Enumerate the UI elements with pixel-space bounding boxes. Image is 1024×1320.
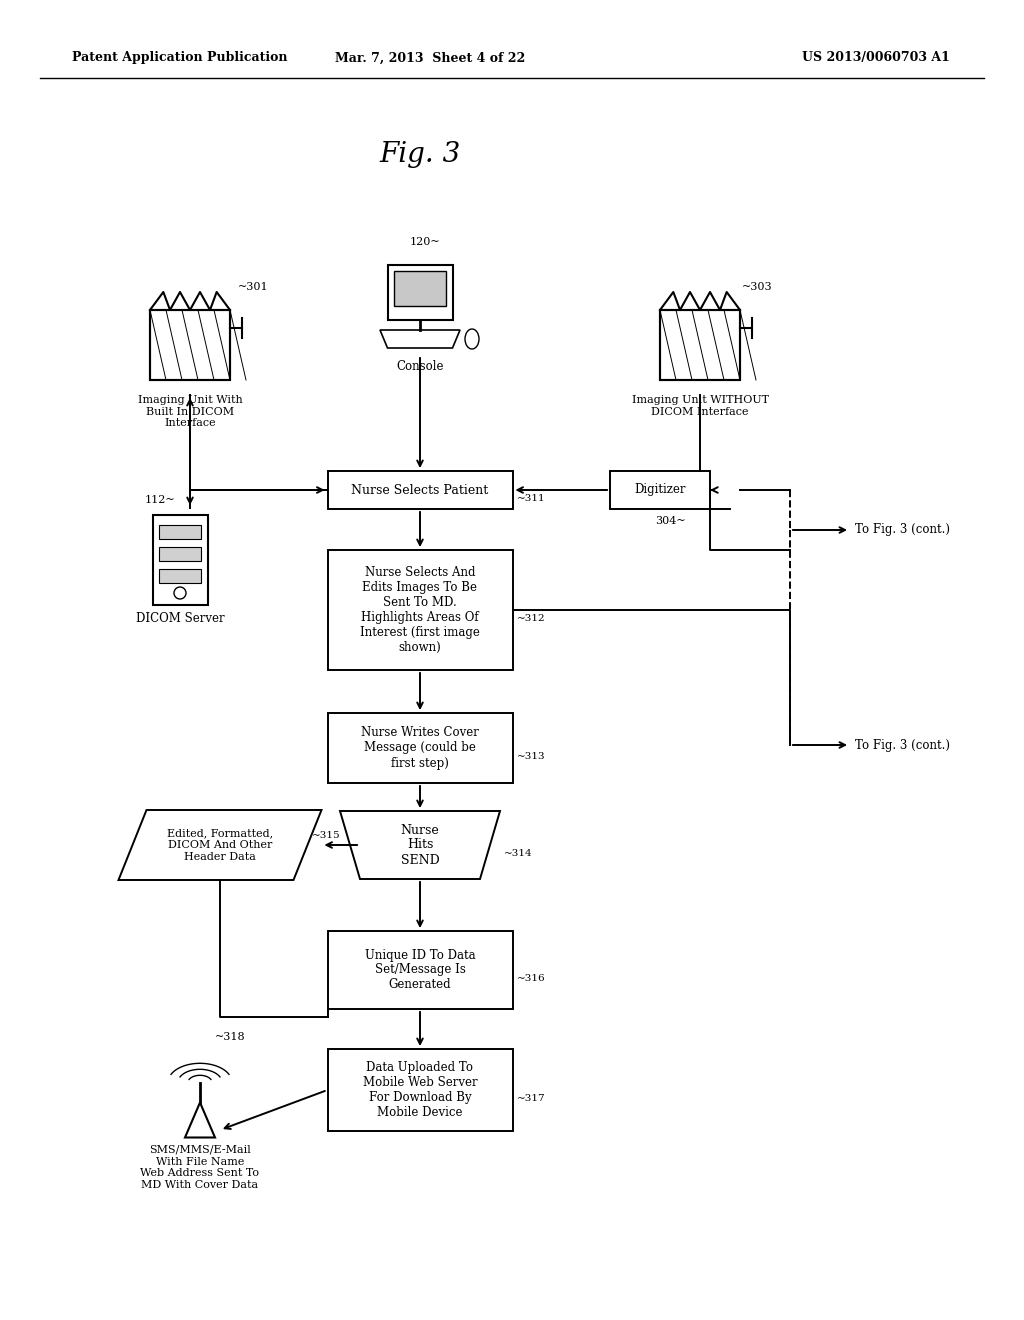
Text: Imaging Unit WITHOUT
DICOM Interface: Imaging Unit WITHOUT DICOM Interface — [632, 395, 768, 417]
Text: ~316: ~316 — [516, 974, 545, 983]
Bar — [159, 546, 201, 561]
Bar — [328, 471, 512, 510]
Bar — [387, 265, 453, 319]
Bar — [153, 515, 208, 605]
Text: Nurse
Hits
SEND: Nurse Hits SEND — [400, 824, 439, 866]
Text: Data Uploaded To
Mobile Web Server
For Download By
Mobile Device: Data Uploaded To Mobile Web Server For D… — [362, 1061, 477, 1119]
Polygon shape — [119, 810, 322, 880]
Ellipse shape — [465, 329, 479, 348]
Text: 120~: 120~ — [410, 238, 440, 247]
Polygon shape — [380, 330, 460, 348]
Polygon shape — [340, 810, 500, 879]
Text: Edited, Formatted,
DICOM And Other
Header Data: Edited, Formatted, DICOM And Other Heade… — [167, 829, 273, 862]
Text: ~303: ~303 — [742, 282, 773, 292]
Bar — [394, 271, 446, 306]
Text: Nurse Selects Patient: Nurse Selects Patient — [351, 483, 488, 496]
Text: ~301: ~301 — [238, 282, 268, 292]
Text: Imaging Unit With
Built In DICOM
Interface: Imaging Unit With Built In DICOM Interfa… — [137, 395, 243, 428]
Text: ~317: ~317 — [516, 1094, 545, 1104]
Bar — [660, 310, 740, 380]
Bar — [328, 713, 512, 783]
Bar — [328, 1049, 512, 1131]
Text: DICOM Server: DICOM Server — [136, 612, 224, 624]
Bar — [150, 310, 230, 380]
Text: ~318: ~318 — [215, 1032, 246, 1041]
Text: US 2013/0060703 A1: US 2013/0060703 A1 — [802, 51, 950, 65]
Text: ~315: ~315 — [311, 830, 340, 840]
Text: ~314: ~314 — [504, 849, 532, 858]
Text: Fig. 3: Fig. 3 — [379, 141, 461, 169]
Text: ~313: ~313 — [516, 752, 545, 762]
Text: Nurse Selects And
Edits Images To Be
Sent To MD.
Highlights Areas Of
Interest (f: Nurse Selects And Edits Images To Be Sen… — [360, 566, 480, 653]
Text: ~312: ~312 — [516, 614, 545, 623]
Bar — [328, 550, 512, 671]
Bar — [159, 525, 201, 539]
Text: To Fig. 3 (cont.): To Fig. 3 (cont.) — [855, 738, 950, 751]
Text: 112~: 112~ — [144, 495, 175, 506]
Text: Unique ID To Data
Set/Message Is
Generated: Unique ID To Data Set/Message Is Generat… — [365, 949, 475, 991]
Bar — [328, 931, 512, 1008]
Bar — [150, 310, 230, 380]
Bar — [610, 471, 710, 510]
Text: Digitizer: Digitizer — [634, 483, 686, 496]
Text: Patent Application Publication: Patent Application Publication — [72, 51, 288, 65]
Text: Console: Console — [396, 360, 443, 374]
Polygon shape — [185, 1102, 215, 1138]
Text: ~311: ~311 — [516, 494, 545, 503]
Bar — [159, 569, 201, 583]
Circle shape — [174, 587, 186, 599]
Text: SMS/MMS/E-Mail
With File Name
Web Address Sent To
MD With Cover Data: SMS/MMS/E-Mail With File Name Web Addres… — [140, 1144, 259, 1189]
Text: 304~: 304~ — [655, 516, 686, 525]
Text: To Fig. 3 (cont.): To Fig. 3 (cont.) — [855, 524, 950, 536]
Text: Nurse Writes Cover
Message (could be
first step): Nurse Writes Cover Message (could be fir… — [361, 726, 479, 770]
Bar — [660, 310, 740, 380]
Text: Mar. 7, 2013  Sheet 4 of 22: Mar. 7, 2013 Sheet 4 of 22 — [335, 51, 525, 65]
